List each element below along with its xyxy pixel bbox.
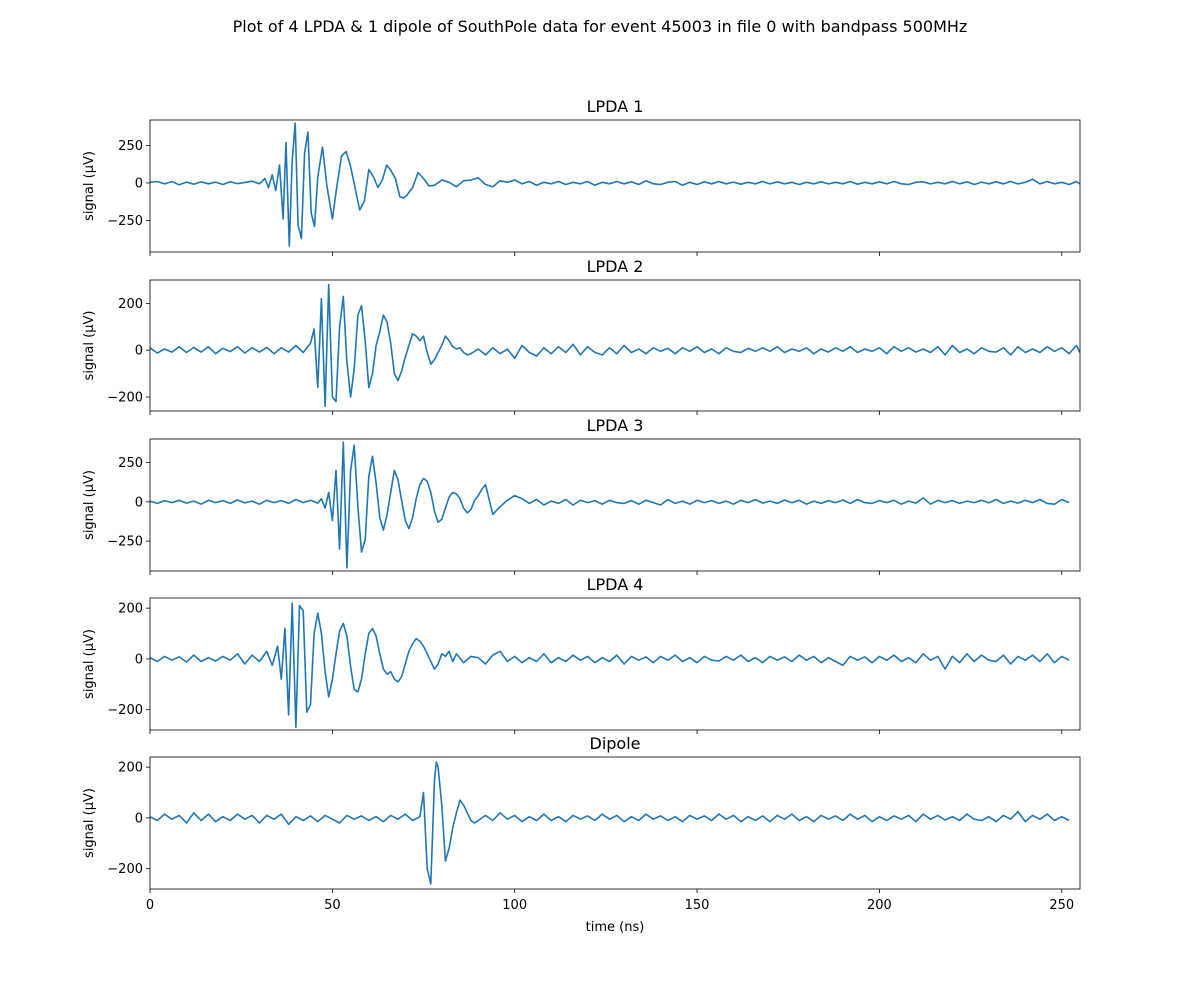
y-tick-label: −200 xyxy=(107,703,143,718)
subplot-3: LPDA 3 −250 0 250 signal (μV) xyxy=(82,416,1081,575)
subplot-1: LPDA 1 −250 0 250 signal (μV) xyxy=(82,97,1081,256)
y-axis-label: signal (μV) xyxy=(82,311,97,381)
y-tick-label: 250 xyxy=(118,456,143,471)
x-tick-label: 200 xyxy=(867,898,892,913)
y-tick-label: 200 xyxy=(118,602,143,617)
y-tick-label: 200 xyxy=(118,297,143,312)
y-tick-label: −250 xyxy=(107,535,143,550)
y-axis-label: signal (μV) xyxy=(82,629,97,699)
series-line xyxy=(149,602,1070,729)
y-tick-label: 250 xyxy=(118,139,143,154)
y-tick-label: −200 xyxy=(107,390,143,405)
x-tick-label: 50 xyxy=(324,898,341,913)
subplot-4: LPDA 4 −200 0 200 signal (μV) xyxy=(82,575,1081,734)
subplot-2: LPDA 2 −200 0 200 signal (μV) xyxy=(82,257,1081,415)
y-tick-label: 0 xyxy=(135,177,143,192)
y-tick-label: 200 xyxy=(118,761,143,776)
x-tick-label: 100 xyxy=(502,898,527,913)
y-tick-label: 0 xyxy=(135,495,143,510)
subplot-title: LPDA 3 xyxy=(587,416,644,435)
y-tick-label: 0 xyxy=(135,652,143,667)
x-tick-label: 250 xyxy=(1049,898,1074,913)
x-axis-label: time (ns) xyxy=(586,920,645,935)
series-line xyxy=(149,761,1070,885)
axes-frame xyxy=(149,756,1081,890)
subplot-title: LPDA 4 xyxy=(587,575,644,594)
series-line xyxy=(149,283,1081,408)
y-tick-label: −250 xyxy=(107,214,143,229)
axes-frame xyxy=(149,438,1081,572)
y-tick-label: −200 xyxy=(107,862,143,877)
subplot-title: LPDA 2 xyxy=(587,257,644,276)
subplot-title: Dipole xyxy=(590,734,641,753)
x-tick-label: 150 xyxy=(685,898,710,913)
figure-suptitle: Plot of 4 LPDA & 1 dipole of SouthPole d… xyxy=(232,17,968,36)
y-axis-label: signal (μV) xyxy=(82,151,97,221)
y-tick-label: 0 xyxy=(135,344,143,359)
y-tick-label: 0 xyxy=(135,811,143,826)
axes-frame xyxy=(149,119,1081,253)
axes-frame xyxy=(149,597,1081,731)
axes-frame xyxy=(149,279,1081,412)
subplot-title: LPDA 1 xyxy=(587,97,644,116)
subplot-5: Dipole −200 0 200 0 50 100 150 200 250 signal (μV)… xyxy=(82,734,1081,935)
x-tick-label: 0 xyxy=(146,898,154,913)
y-axis-label: signal (μV) xyxy=(82,470,97,540)
series-line xyxy=(149,122,1081,247)
y-axis-label: signal (μV) xyxy=(82,788,97,858)
series-line xyxy=(149,441,1070,569)
